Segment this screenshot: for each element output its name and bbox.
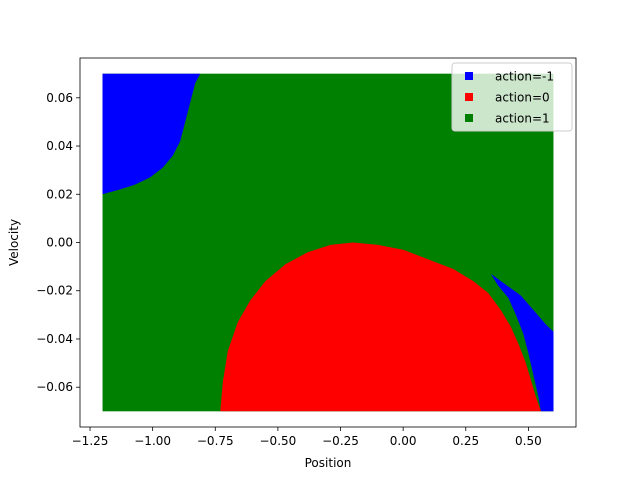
y-tick-label: 0.04 — [46, 139, 73, 153]
legend-marker — [465, 93, 473, 101]
legend-marker — [465, 114, 473, 122]
legend-box — [451, 62, 573, 132]
x-axis-label: Position — [305, 456, 352, 470]
x-tick-label: −0.25 — [322, 434, 359, 448]
y-axis-label: Velocity — [7, 219, 21, 266]
x-tick-label: 0.50 — [515, 434, 542, 448]
y-tick-label: 0.02 — [46, 187, 73, 201]
region-action-0-center-bottom — [220, 242, 541, 412]
y-tick-label: 0.06 — [46, 91, 73, 105]
y-tick-label: −0.04 — [36, 332, 73, 346]
legend-marker — [465, 72, 473, 80]
x-tick-label: −0.75 — [197, 434, 234, 448]
x-tick-label: −0.50 — [260, 434, 297, 448]
y-tick-label: −0.02 — [36, 284, 73, 298]
legend-label: action=1 — [495, 112, 550, 126]
legend-label: action=-1 — [495, 70, 554, 84]
y-tick-label: −0.06 — [36, 380, 73, 394]
x-tick-label: −1.00 — [134, 434, 171, 448]
region-action-1-top-left — [102, 73, 201, 195]
y-tick-label: 0.00 — [46, 236, 73, 250]
x-tick-label: 0.00 — [390, 434, 417, 448]
x-tick-label: 0.25 — [452, 434, 479, 448]
legend-label: action=0 — [495, 91, 550, 105]
legend: action=-1 action=0 action=1 — [451, 62, 573, 132]
x-tick-label: −1.25 — [72, 434, 109, 448]
region-action-1-bottom-right — [490, 273, 554, 412]
